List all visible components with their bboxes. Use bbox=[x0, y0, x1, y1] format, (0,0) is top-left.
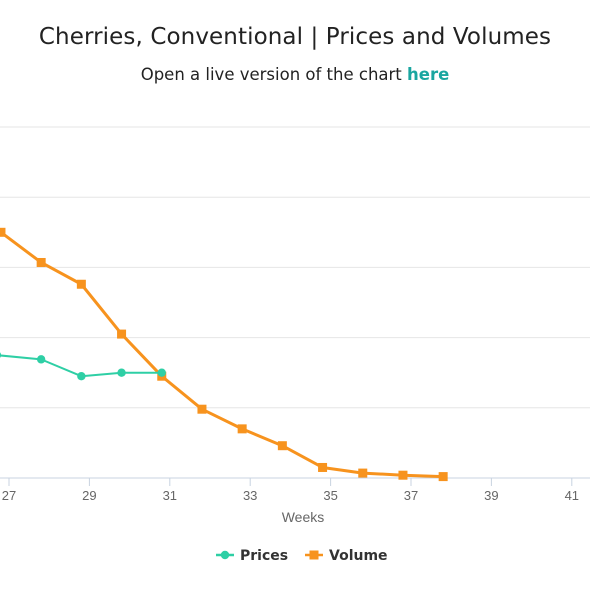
legend-marker bbox=[309, 550, 319, 560]
chart-title: Cherries, Conventional | Prices and Volu… bbox=[38, 24, 552, 50]
x-tick-label: 33 bbox=[243, 488, 257, 503]
volume-point bbox=[197, 404, 207, 414]
legend-marker bbox=[220, 550, 230, 560]
volume-line bbox=[0, 229, 445, 479]
legend-item-volume: Volume bbox=[305, 548, 388, 564]
volume-point bbox=[398, 470, 408, 480]
prices-point bbox=[117, 368, 126, 377]
legend-item-prices: Prices bbox=[216, 548, 288, 564]
x-tick-label: 31 bbox=[163, 488, 177, 503]
volume-point bbox=[76, 279, 86, 289]
prices-point bbox=[0, 352, 2, 359]
volume-point bbox=[358, 468, 368, 478]
live-chart-link[interactable]: here bbox=[407, 65, 450, 84]
volume-point bbox=[0, 227, 6, 237]
x-tick-label: 39 bbox=[484, 488, 498, 503]
series-layer bbox=[0, 227, 448, 482]
volume-point bbox=[438, 472, 448, 482]
volume-series bbox=[0, 227, 448, 482]
prices-series bbox=[0, 352, 166, 381]
x-axis: 27 29 31 33 35 37 39 41 Weeks bbox=[0, 477, 590, 525]
volume-point bbox=[237, 424, 247, 434]
prices-point bbox=[36, 355, 46, 364]
legend: Prices Volume bbox=[216, 548, 388, 564]
x-tick-label: 27 bbox=[2, 488, 16, 503]
volume-point bbox=[117, 329, 127, 339]
chart-subtitle: Open a live version of the chart here bbox=[0, 65, 590, 84]
volume-point bbox=[318, 462, 328, 472]
legend-label: Prices bbox=[240, 548, 288, 564]
x-tick-label: 35 bbox=[323, 488, 337, 503]
x-tick-label: 41 bbox=[565, 488, 579, 503]
prices-point bbox=[77, 372, 86, 381]
x-axis-title: Weeks bbox=[282, 509, 325, 525]
x-tick-label: 29 bbox=[82, 488, 96, 503]
subtitle-text: Open a live version of the chart bbox=[140, 65, 408, 84]
volume-point bbox=[277, 441, 287, 451]
gridlines bbox=[0, 126, 590, 409]
x-tick-label: 37 bbox=[404, 488, 418, 503]
volume-point bbox=[36, 257, 46, 267]
prices-point bbox=[157, 368, 166, 377]
legend-label: Volume bbox=[329, 548, 388, 564]
